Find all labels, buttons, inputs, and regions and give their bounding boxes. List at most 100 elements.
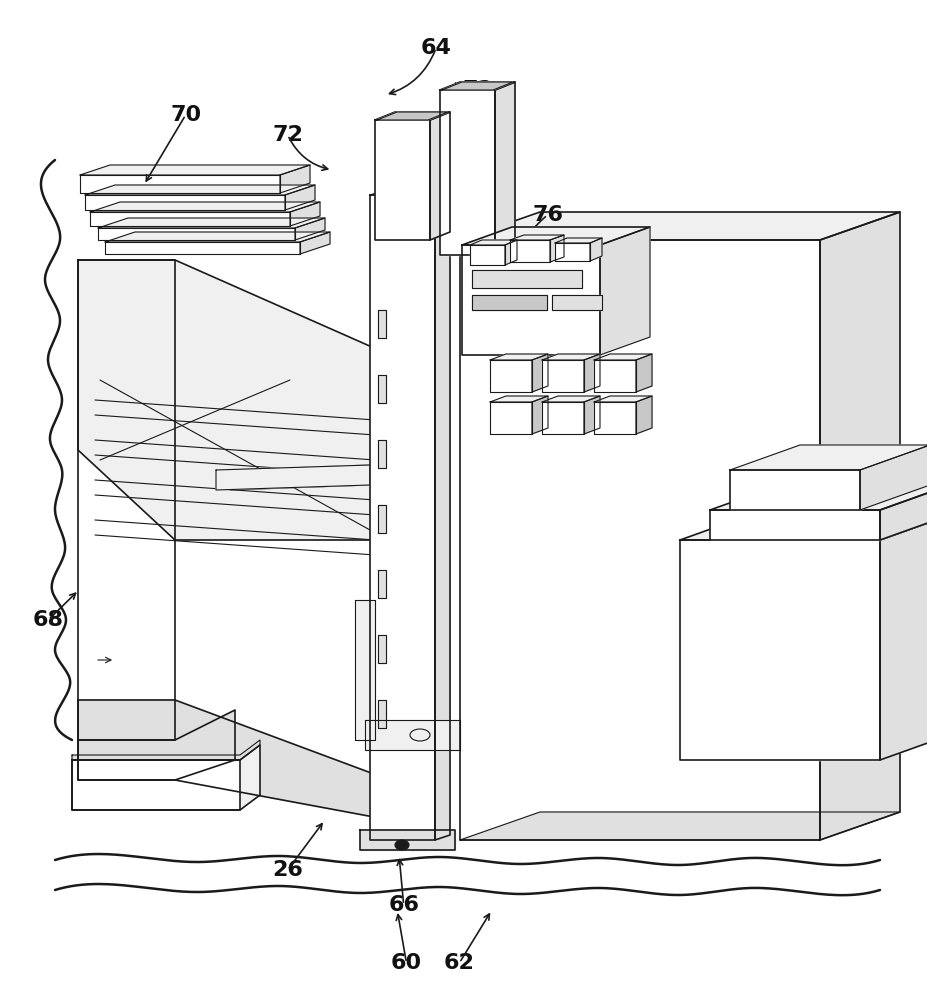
Polygon shape	[370, 190, 450, 195]
Polygon shape	[819, 212, 899, 840]
Polygon shape	[879, 485, 927, 540]
Polygon shape	[377, 505, 386, 533]
Polygon shape	[105, 242, 299, 254]
Polygon shape	[469, 245, 504, 265]
Polygon shape	[216, 465, 370, 490]
Polygon shape	[510, 240, 550, 262]
Polygon shape	[462, 245, 600, 355]
Polygon shape	[439, 90, 494, 255]
Polygon shape	[375, 120, 429, 240]
Polygon shape	[72, 745, 260, 810]
Polygon shape	[489, 396, 548, 402]
Polygon shape	[593, 360, 635, 392]
Text: 72: 72	[462, 80, 493, 100]
Polygon shape	[593, 354, 652, 360]
Text: 70: 70	[170, 105, 201, 125]
Polygon shape	[98, 228, 295, 240]
Polygon shape	[370, 195, 435, 840]
Polygon shape	[355, 600, 375, 740]
Polygon shape	[78, 710, 235, 780]
Polygon shape	[489, 402, 531, 434]
Polygon shape	[460, 212, 899, 240]
Polygon shape	[679, 540, 879, 760]
Polygon shape	[472, 295, 546, 310]
Polygon shape	[583, 354, 600, 392]
Text: 64: 64	[420, 38, 451, 58]
Polygon shape	[375, 112, 450, 120]
Polygon shape	[531, 354, 548, 392]
Polygon shape	[489, 360, 531, 392]
Polygon shape	[635, 354, 652, 392]
Polygon shape	[85, 195, 285, 210]
Polygon shape	[709, 485, 927, 510]
Polygon shape	[541, 396, 600, 402]
Ellipse shape	[395, 840, 409, 850]
Polygon shape	[78, 260, 389, 540]
Polygon shape	[299, 232, 330, 254]
Polygon shape	[78, 700, 389, 820]
Text: 66: 66	[387, 895, 419, 915]
Text: 68: 68	[32, 610, 64, 630]
Polygon shape	[289, 202, 320, 226]
Polygon shape	[730, 470, 859, 510]
Polygon shape	[285, 185, 314, 210]
Polygon shape	[590, 238, 602, 261]
Text: 26: 26	[272, 860, 303, 880]
Polygon shape	[280, 165, 310, 193]
Polygon shape	[429, 112, 450, 240]
Polygon shape	[460, 812, 899, 840]
Text: 60: 60	[390, 953, 422, 973]
Polygon shape	[730, 445, 927, 470]
Polygon shape	[80, 165, 310, 175]
Polygon shape	[859, 445, 927, 510]
Polygon shape	[552, 295, 602, 310]
Polygon shape	[635, 396, 652, 434]
Polygon shape	[679, 515, 927, 540]
Polygon shape	[72, 740, 260, 760]
Text: 76: 76	[531, 205, 563, 225]
Polygon shape	[98, 218, 324, 228]
Polygon shape	[510, 235, 564, 240]
Polygon shape	[377, 440, 386, 468]
Polygon shape	[90, 212, 289, 226]
Polygon shape	[554, 243, 590, 261]
Polygon shape	[90, 202, 320, 212]
Polygon shape	[80, 175, 280, 193]
Polygon shape	[377, 310, 386, 338]
Polygon shape	[472, 270, 581, 288]
Polygon shape	[583, 396, 600, 434]
Polygon shape	[439, 82, 514, 90]
Text: 74: 74	[605, 285, 637, 305]
Polygon shape	[441, 82, 513, 90]
Polygon shape	[541, 402, 583, 434]
Polygon shape	[435, 190, 450, 840]
Polygon shape	[377, 700, 386, 728]
Polygon shape	[72, 760, 240, 810]
Polygon shape	[879, 515, 927, 760]
Polygon shape	[494, 82, 514, 255]
Polygon shape	[489, 354, 548, 360]
Polygon shape	[531, 396, 548, 434]
Polygon shape	[541, 360, 583, 392]
Polygon shape	[364, 720, 460, 750]
Polygon shape	[462, 227, 649, 245]
Polygon shape	[593, 396, 652, 402]
Text: 62: 62	[443, 953, 475, 973]
Polygon shape	[377, 635, 386, 663]
Polygon shape	[85, 185, 314, 195]
Polygon shape	[541, 354, 600, 360]
Polygon shape	[469, 240, 516, 245]
Polygon shape	[377, 570, 386, 598]
Text: 72: 72	[272, 125, 303, 145]
Polygon shape	[295, 218, 324, 240]
Polygon shape	[377, 375, 386, 403]
Polygon shape	[78, 260, 175, 740]
Polygon shape	[593, 402, 635, 434]
Polygon shape	[376, 112, 448, 120]
Polygon shape	[550, 235, 564, 262]
Polygon shape	[554, 238, 602, 243]
Polygon shape	[709, 510, 879, 540]
Polygon shape	[105, 232, 330, 242]
Polygon shape	[600, 227, 649, 355]
Polygon shape	[360, 830, 454, 850]
